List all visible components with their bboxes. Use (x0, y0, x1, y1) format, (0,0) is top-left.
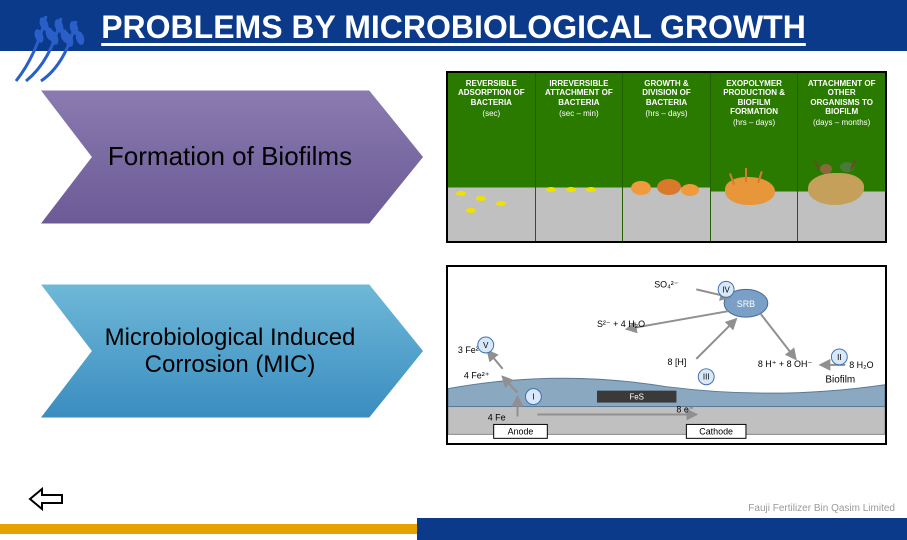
mic-label-so4: SO₄²⁻ (654, 280, 679, 290)
biofilm-col-2-img (536, 122, 623, 241)
footer-bar-blue (417, 518, 907, 540)
mic-label-anode: Anode (508, 427, 534, 437)
biofilm-col-3-img (623, 122, 710, 241)
biofilm-col-1-img (448, 122, 535, 241)
biofilm-col-1-head: REVERSIBLE ADSORPTION OF BACTERIA (448, 73, 535, 109)
content-area: Formation of Biofilms REVERSIBLE ADSORPT… (0, 51, 907, 453)
row-mic: Microbiological Induced Corrosion (MIC) … (20, 265, 887, 445)
mic-label-cathode: Cathode (699, 427, 733, 437)
arrow-label-mic: Microbiological Induced Corrosion (MIC) (50, 324, 410, 379)
footer-bars (0, 510, 907, 540)
mic-diagram-svg: Iron Biofilm Anode Cathode SRB FeS SO₄²⁻ (448, 267, 885, 443)
arrow-box-mic: Microbiological Induced Corrosion (MIC) (20, 265, 440, 437)
mic-roman-iii: III (703, 373, 710, 382)
mic-label-biofilm: Biofilm (825, 375, 855, 386)
mic-label-h: 8 [H] (668, 357, 687, 367)
mic-label-hplus: 8 H⁺ + 8 OH⁻ (758, 359, 813, 369)
slide-header: PROBLEMS BY MICROBIOLOGICAL GROWTH (0, 0, 907, 51)
mic-label-srb: SRB (737, 299, 755, 309)
mic-label-fe: 4 Fe (488, 413, 506, 423)
mic-roman-i: I (532, 393, 534, 402)
row-biofilm: Formation of Biofilms REVERSIBLE ADSORPT… (20, 71, 887, 243)
biofilm-col-1: REVERSIBLE ADSORPTION OF BACTERIA (sec) (448, 73, 536, 241)
mic-label-e: 8 e⁻ (676, 405, 693, 415)
biofilm-col-2-head: IRREVERSIBLE ATTACHMENT OF BACTERIA (536, 73, 623, 109)
biofilm-col-5-head: ATTACHMENT OF OTHER ORGANISMS TO BIOFILM (798, 73, 885, 118)
biofilm-col-5: ATTACHMENT OF OTHER ORGANISMS TO BIOFILM… (798, 73, 885, 241)
mic-label-sreac: S²⁻ + 4 H₂O (597, 319, 645, 329)
biofilm-columns: REVERSIBLE ADSORPTION OF BACTERIA (sec) … (448, 73, 885, 241)
biofilm-col-1-time: (sec) (448, 109, 535, 122)
biofilm-col-2: IRREVERSIBLE ATTACHMENT OF BACTERIA (sec… (536, 73, 624, 241)
arrow-box-biofilm: Formation of Biofilms (20, 71, 440, 243)
mic-diagram: Iron Biofilm Anode Cathode SRB FeS SO₄²⁻ (446, 265, 887, 445)
mic-roman-v: V (483, 341, 489, 350)
biofilm-col-5-time: (days – months) (798, 118, 885, 131)
biofilm-col-3-head: GROWTH & DIVISION OF BACTERIA (623, 73, 710, 109)
biofilm-stages-diagram: REVERSIBLE ADSORPTION OF BACTERIA (sec) … (446, 71, 887, 243)
footer-bar-orange (0, 524, 435, 534)
biofilm-col-4: EXOPOLYMER PRODUCTION & BIOFILM FORMATIO… (711, 73, 799, 241)
mic-roman-ii: II (837, 353, 841, 362)
biofilm-col-3-time: (hrs – days) (623, 109, 710, 122)
mic-label-fe2b: 4 Fe²⁺ (464, 371, 490, 381)
biofilm-col-4-head: EXOPOLYMER PRODUCTION & BIOFILM FORMATIO… (711, 73, 798, 118)
biofilm-col-3: GROWTH & DIVISION OF BACTERIA (hrs – day… (623, 73, 711, 241)
biofilm-col-4-time: (hrs – days) (711, 118, 798, 131)
biofilm-col-2-time: (sec – min) (536, 109, 623, 122)
biofilm-col-4-img (711, 131, 798, 241)
mic-label-fes: FeS (629, 393, 644, 402)
mic-label-h2o: 8 H₂O (849, 360, 873, 370)
biofilm-col-5-img (798, 131, 885, 241)
page-title: PROBLEMS BY MICROBIOLOGICAL GROWTH (0, 10, 907, 45)
arrow-label-biofilm: Formation of Biofilms (108, 142, 352, 172)
mic-roman-iv: IV (722, 286, 730, 295)
